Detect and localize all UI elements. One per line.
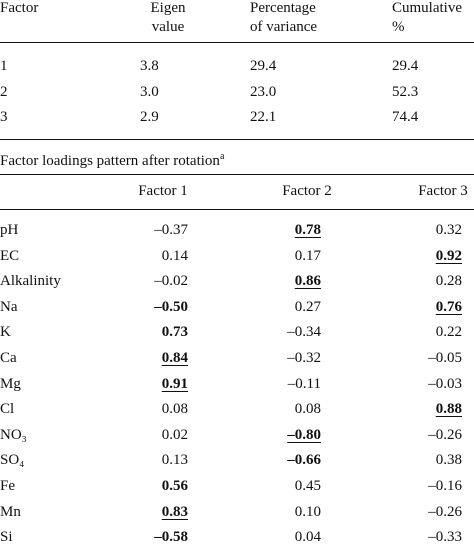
row-label: SO₄ (0, 452, 25, 469)
cell: 0.76 (435, 298, 462, 315)
header-cell: Factor 1 (138, 183, 188, 199)
header-cell: Eigen (150, 0, 186, 16)
row-label: Ca (0, 350, 17, 366)
cell: –0.66 (287, 452, 321, 469)
header-cell: of variance (250, 19, 318, 35)
cell: 0.22 (435, 324, 462, 341)
cell: –0.32 (287, 350, 321, 366)
cell: 0.32 (435, 222, 462, 238)
cell: 0.28 (435, 273, 462, 290)
row-label: Mg (0, 375, 21, 392)
cell: 0.17 (294, 247, 321, 264)
header-cell: Factor 3 (418, 183, 468, 199)
rule (0, 42, 474, 43)
rule (0, 209, 474, 210)
row-label: K (0, 324, 11, 341)
cell: 0.08 (161, 401, 188, 418)
cell: 0.86 (294, 273, 321, 290)
cell: 1 (0, 58, 8, 74)
cell: –0.26 (428, 426, 462, 443)
cell: 74.4 (392, 109, 419, 125)
row-label: Mn (0, 503, 21, 520)
row-label: Fe (0, 478, 15, 494)
cell: 0.84 (161, 350, 188, 366)
cell: 0.45 (294, 478, 321, 494)
row-label: Alkalinity (0, 273, 61, 290)
cell: –0.34 (287, 324, 321, 341)
cell: –0.11 (287, 375, 321, 392)
cell: 0.88 (435, 401, 462, 418)
header-cell: Cumulative (392, 0, 462, 16)
cell: 0.13 (161, 452, 188, 469)
cell: –0.26 (428, 503, 462, 520)
cell: 0.10 (294, 503, 321, 520)
header-cell: Percentage (250, 0, 316, 16)
row-label: pH (0, 222, 19, 238)
cell: –0.37 (154, 222, 188, 238)
header-cell: value (151, 19, 185, 35)
cell: –0.33 (428, 529, 462, 546)
cell: 29.4 (392, 58, 419, 74)
cell: –0.50 (154, 298, 188, 315)
header-cell: Factor 2 (282, 183, 332, 199)
cell: 0.02 (161, 426, 188, 443)
rule (0, 139, 474, 140)
cell: 3 (0, 109, 8, 125)
cell: –0.58 (154, 529, 188, 546)
rule (0, 174, 474, 175)
cell: –0.16 (428, 478, 462, 494)
cell: 0.27 (294, 298, 321, 315)
row-label: NO₃ (0, 426, 27, 443)
row-label: Na (0, 298, 18, 315)
header-cell: Factor (0, 0, 39, 16)
cell: 23.0 (250, 83, 277, 100)
cell: 2.9 (140, 109, 159, 125)
cell: 0.83 (161, 503, 188, 520)
cell: 3.8 (140, 58, 159, 74)
row-label: Si (0, 529, 13, 546)
cell: 29.4 (250, 58, 277, 74)
cell: 0.08 (294, 401, 321, 418)
cell: 0.92 (435, 247, 462, 264)
cell: 0.38 (435, 452, 462, 469)
row-label: EC (0, 247, 20, 264)
caption-text: Factor loadings pattern after rotation (0, 153, 220, 169)
cell: 52.3 (392, 83, 419, 100)
cell: 0.91 (161, 375, 188, 392)
cell: 0.73 (161, 324, 188, 341)
caption-note: a (219, 151, 225, 162)
cell: 2 (0, 83, 8, 100)
header-cell: % (392, 19, 405, 35)
cell: 22.1 (250, 109, 277, 125)
cell: –0.03 (428, 375, 462, 392)
cell: 0.04 (294, 529, 321, 546)
cell: –0.02 (154, 273, 188, 290)
cell: 0.56 (161, 478, 188, 494)
cell: –0.80 (287, 426, 321, 443)
cell: 0.78 (294, 222, 321, 238)
row-label: Cl (0, 401, 15, 418)
cell: –0.05 (428, 350, 462, 366)
cell: 3.0 (140, 83, 159, 100)
cell: 0.14 (161, 247, 188, 264)
caption: Factor loadings pattern after rotationa (0, 148, 224, 170)
